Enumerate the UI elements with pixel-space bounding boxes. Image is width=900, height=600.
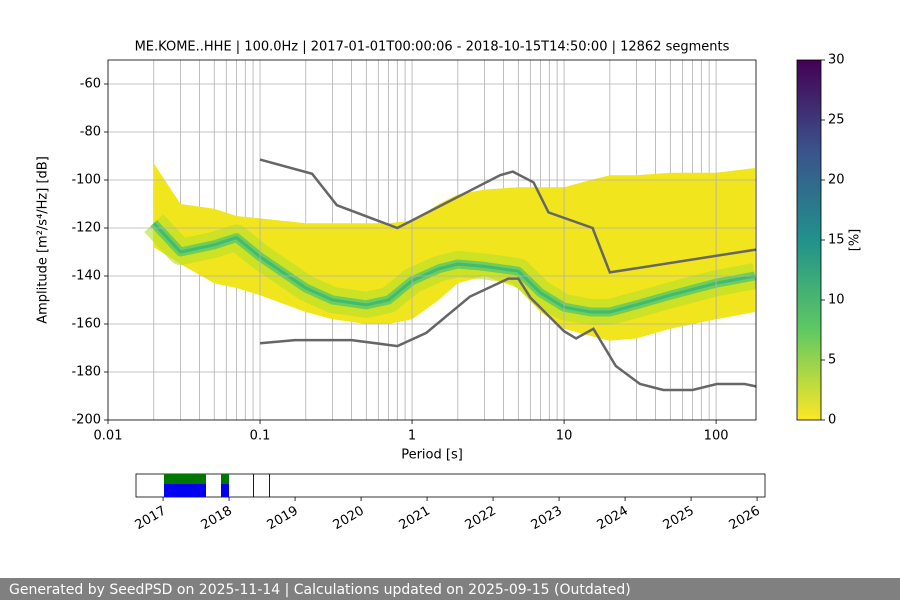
timeline-tick-label: 2018 [199,504,235,534]
y-tick-label: -60 [80,77,101,92]
timeline-tick-label: 2024 [595,504,631,534]
y-axis-label: Amplitude [m²/s⁴/Hz] [dB] [36,156,51,324]
chart-title: ME.KOME..HHE | 100.0Hz | 2017-01-01T00:0… [135,40,730,55]
y-tick-label: -180 [71,365,101,380]
y-tick-label: -80 [80,125,101,140]
x-tick-label: 0.1 [250,429,271,444]
timeline-tick-label: 2026 [727,504,763,534]
y-tick-label: -200 [71,413,101,428]
mode-core [152,222,756,314]
colorbar-tick-label: 20 [828,173,845,188]
timeline-tick-label: 2020 [331,504,367,534]
colorbar-tick-label: 30 [828,53,845,68]
colorbar-label: [%] [848,229,863,252]
colorbar-tick-label: 10 [828,293,845,308]
footer-bar [0,578,900,600]
y-tick-label: -160 [71,317,101,332]
x-tick-label: 100 [704,429,729,444]
y-tick-label: -100 [71,173,101,188]
y-tick-label: -140 [71,269,101,284]
x-axis-label: Period [s] [401,448,463,463]
colorbar-tick-label: 15 [828,233,845,248]
x-tick-label: 10 [556,429,573,444]
timeline-frame [135,473,766,498]
x-tick-label: 1 [408,429,416,444]
availability [164,474,270,497]
timeline-tick-label: 2023 [529,504,565,534]
y-tick-label: -120 [71,221,101,236]
plot-frame [107,59,757,421]
timeline-tick-label: 2021 [397,504,433,534]
noise-model-line [259,158,756,274]
x-tick-label: 0.01 [94,429,123,444]
timeline-tick-label: 2025 [661,504,697,534]
footer: Generated by SeedPSD on 2025-11-14 | Cal… [9,582,631,598]
timeline-tick-label: 2022 [463,504,499,534]
colorbar-tick-label: 0 [828,413,836,428]
colorbar [796,59,822,421]
timeline-tick-label: 2017 [133,504,169,534]
colorbar-tick-label: 5 [828,353,836,368]
noise-model-line [259,277,756,392]
colorbar-tick-label: 25 [828,113,845,128]
timeline-tick-label: 2019 [265,504,301,534]
